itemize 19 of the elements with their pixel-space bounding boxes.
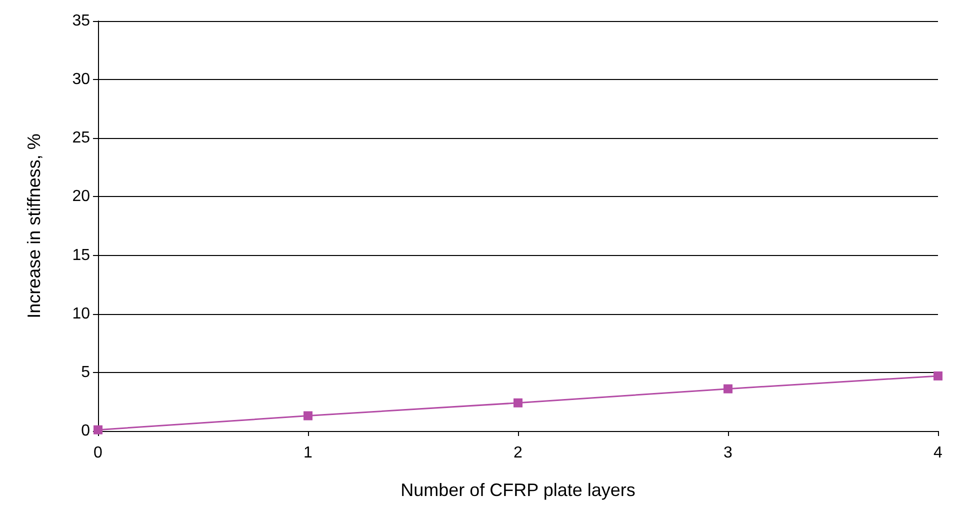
point <box>934 371 942 380</box>
y-axis-title: Increase in stiffness, % <box>24 134 44 318</box>
y-tick-label: 30 <box>72 71 90 88</box>
y-tick-label: 5 <box>81 364 90 381</box>
x-tick-label: 3 <box>724 444 733 462</box>
point <box>724 384 732 394</box>
x-tick-label: 4 <box>934 444 943 462</box>
x-tick-label: 0 <box>94 444 103 462</box>
y-tick-label: 10 <box>72 305 90 322</box>
x-axis-title: Number of CFRP plate layers <box>400 480 636 500</box>
point <box>304 411 312 420</box>
x-tick-label: 2 <box>514 444 523 462</box>
y-tick-label: 35 <box>72 12 90 30</box>
y-tick-label: 15 <box>72 246 90 264</box>
x-tick-label: 1 <box>304 444 313 462</box>
y-tick-label: 0 <box>81 422 90 440</box>
y-tick-label: 20 <box>72 188 90 206</box>
y-tick-label: 25 <box>72 130 90 147</box>
point <box>514 398 522 408</box>
